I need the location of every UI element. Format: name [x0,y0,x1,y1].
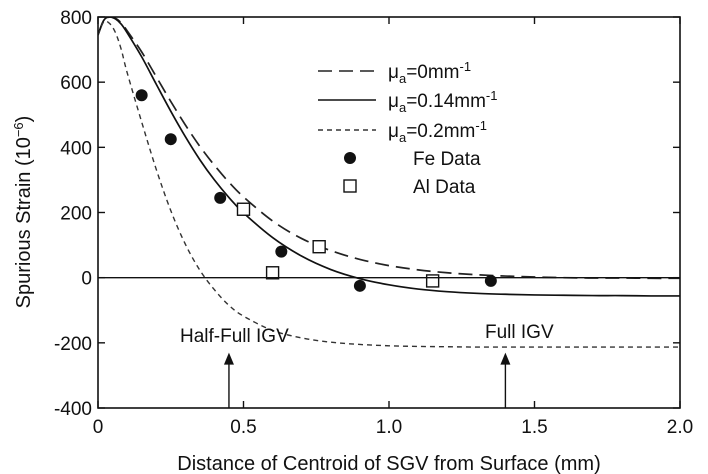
legend-label-fe: Fe Data [413,149,481,170]
y-tick-label-2: 400 [60,138,92,159]
legend-marker-al [343,179,357,193]
annotation-full-igv: Full IGV [485,322,554,343]
y-tick-label-4: 0 [81,269,92,290]
y-tick-label-5: -200 [54,334,92,355]
legend: μa=0mm-1 μa=0.14mm-1 μa=0.2mm-1 Fe Data … [318,59,497,198]
point-fe-5 [484,274,497,287]
point-fe-4 [353,279,366,292]
x-tick-label-1: 0.5 [230,417,256,438]
arrow-head-half [223,352,234,365]
y-tick-label-0: 800 [60,8,92,29]
series-line-mu014 [98,17,680,297]
y-axis-title-exponent: −6 [11,122,26,137]
series-line-mu0 [98,17,680,280]
arrow-head-full [500,352,511,365]
point-fe-3 [275,245,288,258]
point-al-0 [236,202,251,216]
annotation-layer: Half-Full IGV Full IGV [180,322,554,408]
x-axis-title: Distance of Centroid of SGV from Surface… [177,453,600,474]
legend-marker-fe [344,152,356,164]
x-tick-label-3: 1.5 [521,417,547,438]
y-tick-label-3: 200 [60,204,92,225]
series-line-mu02 [98,20,680,348]
x-tick-label-0: 0 [93,417,104,438]
point-al-3 [425,274,440,288]
tick-layer: 0 0.5 1.0 1.5 2.0 800 600 400 200 0 -200 -400 [54,8,693,438]
legend-label-mu014: μa=0.14mm-1 [388,88,497,115]
point-fe-0 [135,89,148,102]
annotation-half-full-igv: Half-Full IGV [180,326,289,347]
y-axis-title: Spurious Strain (10−6) [11,116,36,309]
point-al-2 [312,240,326,254]
legend-label-mu02: μa=0.2mm-1 [388,118,487,145]
legend-label-mu0: μa=0mm-1 [388,59,471,86]
x-tick-label-4: 2.0 [667,417,693,438]
x-tick-label-2: 1.0 [376,417,402,438]
y-tick-label-1: 600 [60,73,92,94]
legend-label-al: Al Data [413,177,476,198]
point-al-1 [265,266,280,280]
point-fe-2 [214,191,227,204]
point-fe-1 [164,133,177,146]
y-tick-label-6: -400 [54,399,92,420]
